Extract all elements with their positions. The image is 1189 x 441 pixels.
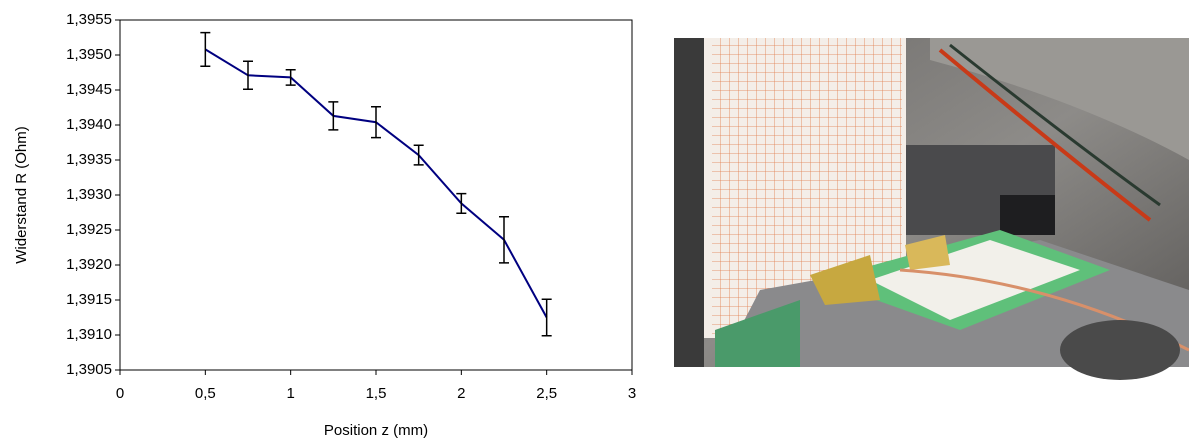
- error-bar: [456, 192, 467, 214]
- error-bar: [200, 31, 211, 67]
- y-tick-label: 1,3955: [66, 11, 112, 28]
- y-tick-label: 1,3925: [66, 221, 112, 238]
- y-tick-label: 1,3945: [66, 81, 112, 98]
- x-tick-label: 3: [628, 385, 636, 402]
- plot-frame: [119, 19, 633, 371]
- x-tick-label: 2: [457, 385, 465, 402]
- y-axis-title: Widerstand R (Ohm): [13, 126, 30, 264]
- y-tick-label: 1,3935: [66, 151, 112, 168]
- x-tick-label: 0: [116, 385, 124, 402]
- y-tick-label: 1,3905: [66, 361, 112, 378]
- error-bar: [413, 144, 424, 166]
- y-tick-label: 1,3915: [66, 291, 112, 308]
- x-tick-label: 1: [286, 385, 294, 402]
- photo: [674, 38, 1189, 380]
- error-bar: [541, 298, 552, 337]
- error-bar: [499, 215, 509, 264]
- data-line: [204, 48, 548, 318]
- error-bar: [371, 106, 381, 139]
- y-tick-label: 1,3930: [66, 186, 112, 203]
- y-tick-label: 1,3950: [66, 46, 112, 63]
- x-tick-label: 2,5: [536, 385, 557, 402]
- error-bar: [328, 101, 339, 131]
- x-axis-title: Position z (mm): [324, 422, 428, 439]
- x-tick-label: 0,5: [195, 385, 216, 402]
- y-tick-label: 1,3910: [66, 326, 112, 343]
- error-bar: [243, 60, 253, 91]
- y-tick-label: 1,3940: [66, 116, 112, 133]
- x-tick-label: 1,5: [366, 385, 387, 402]
- y-tick-label: 1,3920: [66, 256, 112, 273]
- error-bar: [285, 68, 296, 86]
